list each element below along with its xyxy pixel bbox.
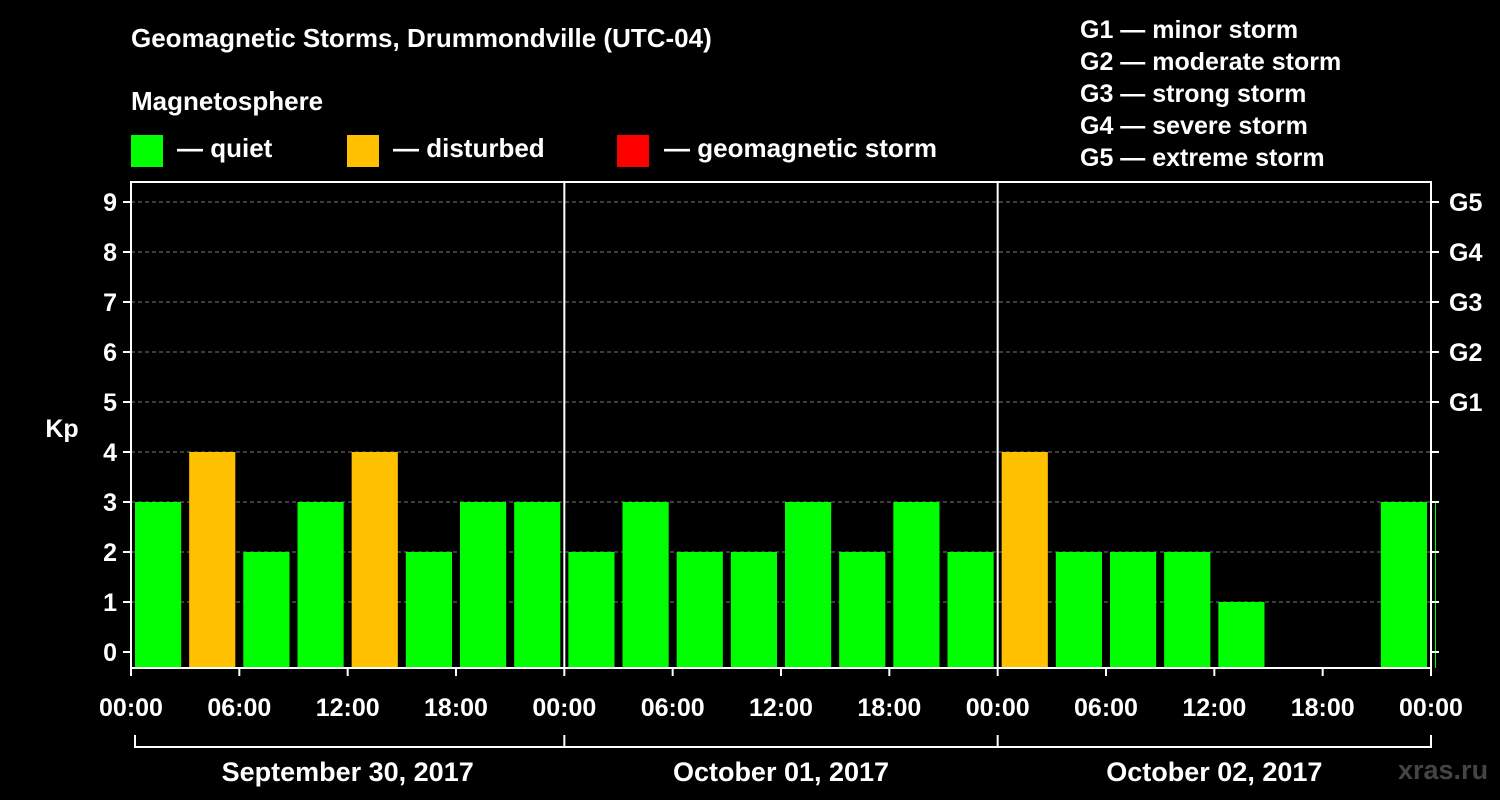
legend-heading: Magnetosphere [131,86,324,116]
g-scale-item: G4 — severe storm [1080,112,1308,140]
kp-bar [405,552,452,668]
x-tick-label: 18:00 [857,694,921,722]
y-tick-label: 7 [103,289,117,317]
y-tick-label: 2 [103,539,117,567]
x-tick-label: 00:00 [1399,694,1463,722]
kp-bar [730,552,777,668]
x-tick-label: 06:00 [1074,694,1138,722]
g-level-label: G2 [1449,339,1482,367]
day-label: October 02, 2017 [1106,757,1322,787]
legend-label-disturbed: — disturbed [393,133,545,163]
kp-bar [622,502,669,668]
legend-swatch-disturbed [347,135,379,167]
g-level-label: G1 [1449,389,1482,417]
g-level-label: G3 [1449,289,1482,317]
kp-bar [460,502,507,668]
kp-bar [1110,552,1157,668]
x-tick-label: 12:00 [749,694,813,722]
x-tick-label: 00:00 [966,694,1030,722]
x-tick-label: 12:00 [1182,694,1246,722]
kp-bar [676,552,723,668]
kp-bar [189,452,236,668]
x-tick-label: 06:00 [207,694,271,722]
y-tick-label: 0 [103,639,117,667]
x-tick-label: 00:00 [99,694,163,722]
g-level-label: G4 [1449,239,1482,267]
g-scale-legend: G1 — minor storm G2 — moderate storm G3 … [1080,14,1341,174]
kp-bar [893,502,940,668]
legend-swatch-storm [617,135,649,167]
g-level-label: G5 [1449,189,1482,217]
legend-label-quiet: — quiet [177,133,273,163]
kp-bar [243,552,290,668]
chart-title: Geomagnetic Storms, Drummondville (UTC-0… [131,23,712,53]
kp-bar [135,502,182,668]
kp-bar [351,452,398,668]
x-tick-label: 06:00 [641,694,705,722]
kp-bar [1435,502,1436,668]
x-tick-label: 18:00 [1291,694,1355,722]
kp-bar [1001,452,1048,668]
g-scale-item: G1 — minor storm [1080,16,1299,44]
x-tick-label: 18:00 [424,694,488,722]
day-label: September 30, 2017 [222,757,474,787]
kp-bar [1218,602,1265,668]
kp-bar [1164,552,1211,668]
y-tick-label: 4 [103,439,117,467]
legend-label-storm: — geomagnetic storm [664,133,938,163]
legend-swatch-quiet [131,135,163,167]
kp-bar [839,552,886,668]
x-tick-label: 00:00 [532,694,596,722]
kp-bar [568,552,615,668]
y-axis-label: Kp [45,415,78,443]
kp-bar [1380,502,1427,668]
kp-bar [947,552,994,668]
y-tick-label: 1 [103,589,117,617]
y-tick-label: 9 [103,189,117,217]
g-scale-item: G5 — extreme storm [1080,144,1325,172]
g-scale-item: G2 — moderate storm [1080,48,1342,76]
y-tick-label: 8 [103,239,117,267]
y-tick-label: 5 [103,389,117,417]
kp-bar [785,502,832,668]
watermark: xras.ru [1398,755,1489,785]
y-tick-label: 6 [103,339,117,367]
g-scale-item: G3 — strong storm [1080,80,1307,108]
day-label: October 01, 2017 [673,757,889,787]
kp-bar [1055,552,1102,668]
y-tick-label: 3 [103,489,117,517]
x-tick-label: 12:00 [316,694,380,722]
kp-bar [297,502,344,668]
kp-bar [514,502,561,668]
